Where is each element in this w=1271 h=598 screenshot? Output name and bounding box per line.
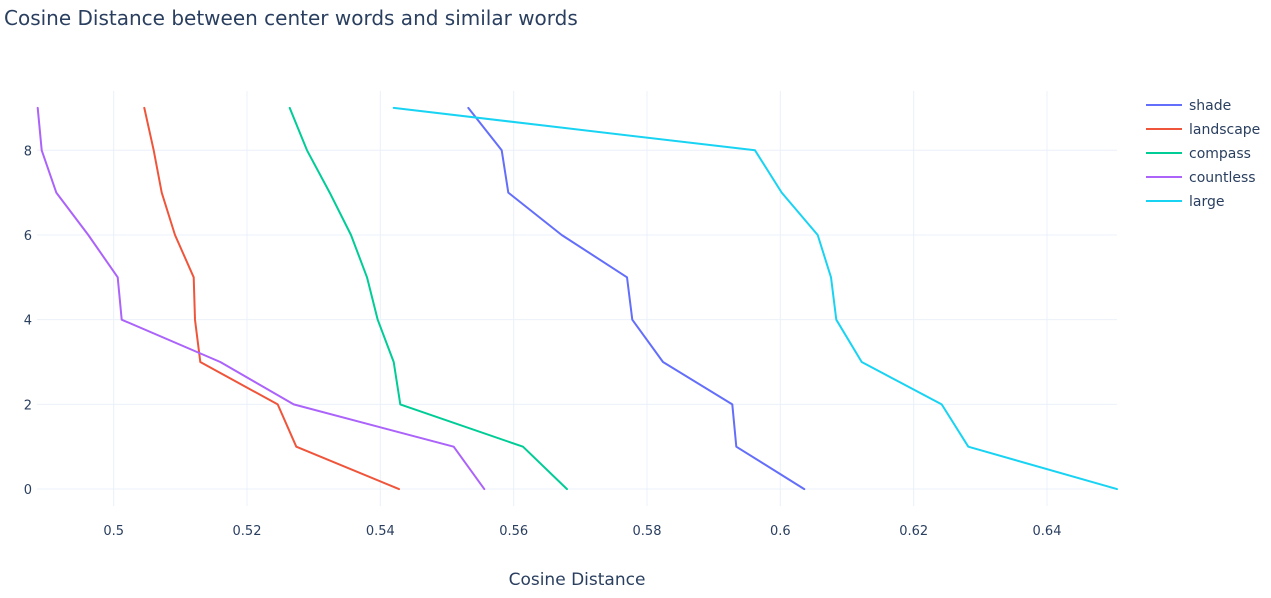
legend-item-shade[interactable]: shade — [1146, 98, 1231, 114]
legend-label: landscape — [1189, 122, 1260, 138]
x-axis-ticks: 0.5 0.52 0.54 0.56 0.58 0.6 0.62 0.64 — [103, 524, 1061, 539]
series-line-landscape[interactable] — [143, 106, 400, 491]
y-tick-label: 2 — [24, 398, 32, 413]
chart-title: Cosine Distance between center words and… — [4, 6, 578, 30]
series-line-large[interactable] — [392, 106, 1118, 491]
legend-label: compass — [1189, 146, 1251, 162]
legend-label: shade — [1189, 98, 1231, 114]
x-tick-label: 0.6 — [770, 524, 791, 539]
x-tick-label: 0.5 — [103, 524, 124, 539]
y-tick-label: 0 — [24, 483, 32, 498]
y-tick-label: 6 — [24, 229, 32, 244]
legend-item-countless[interactable]: countless — [1146, 170, 1256, 186]
y-tick-label: 8 — [24, 144, 32, 159]
y-axis-ticks: 0 2 4 6 8 — [24, 144, 32, 498]
legend-item-compass[interactable]: compass — [1146, 146, 1251, 162]
x-axis-title: Cosine Distance — [509, 570, 646, 590]
y-tick-label: 4 — [24, 314, 32, 329]
x-tick-label: 0.52 — [233, 524, 262, 539]
series-line-compass[interactable] — [288, 106, 568, 491]
x-tick-label: 0.56 — [499, 524, 528, 539]
legend-label: large — [1189, 194, 1224, 210]
grid-lines — [37, 91, 1117, 506]
x-tick-label: 0.58 — [633, 524, 662, 539]
legend-item-landscape[interactable]: landscape — [1146, 122, 1260, 138]
series-line-shade[interactable] — [467, 106, 806, 491]
series-line-countless[interactable] — [36, 106, 486, 491]
x-tick-label: 0.62 — [899, 524, 928, 539]
x-tick-label: 0.54 — [366, 524, 395, 539]
legend-item-large[interactable]: large — [1146, 194, 1224, 210]
x-tick-label: 0.64 — [1033, 524, 1062, 539]
series-lines — [36, 106, 1118, 491]
legend-label: countless — [1189, 170, 1256, 186]
legend[interactable]: shade landscape compass countless large — [1146, 98, 1260, 210]
